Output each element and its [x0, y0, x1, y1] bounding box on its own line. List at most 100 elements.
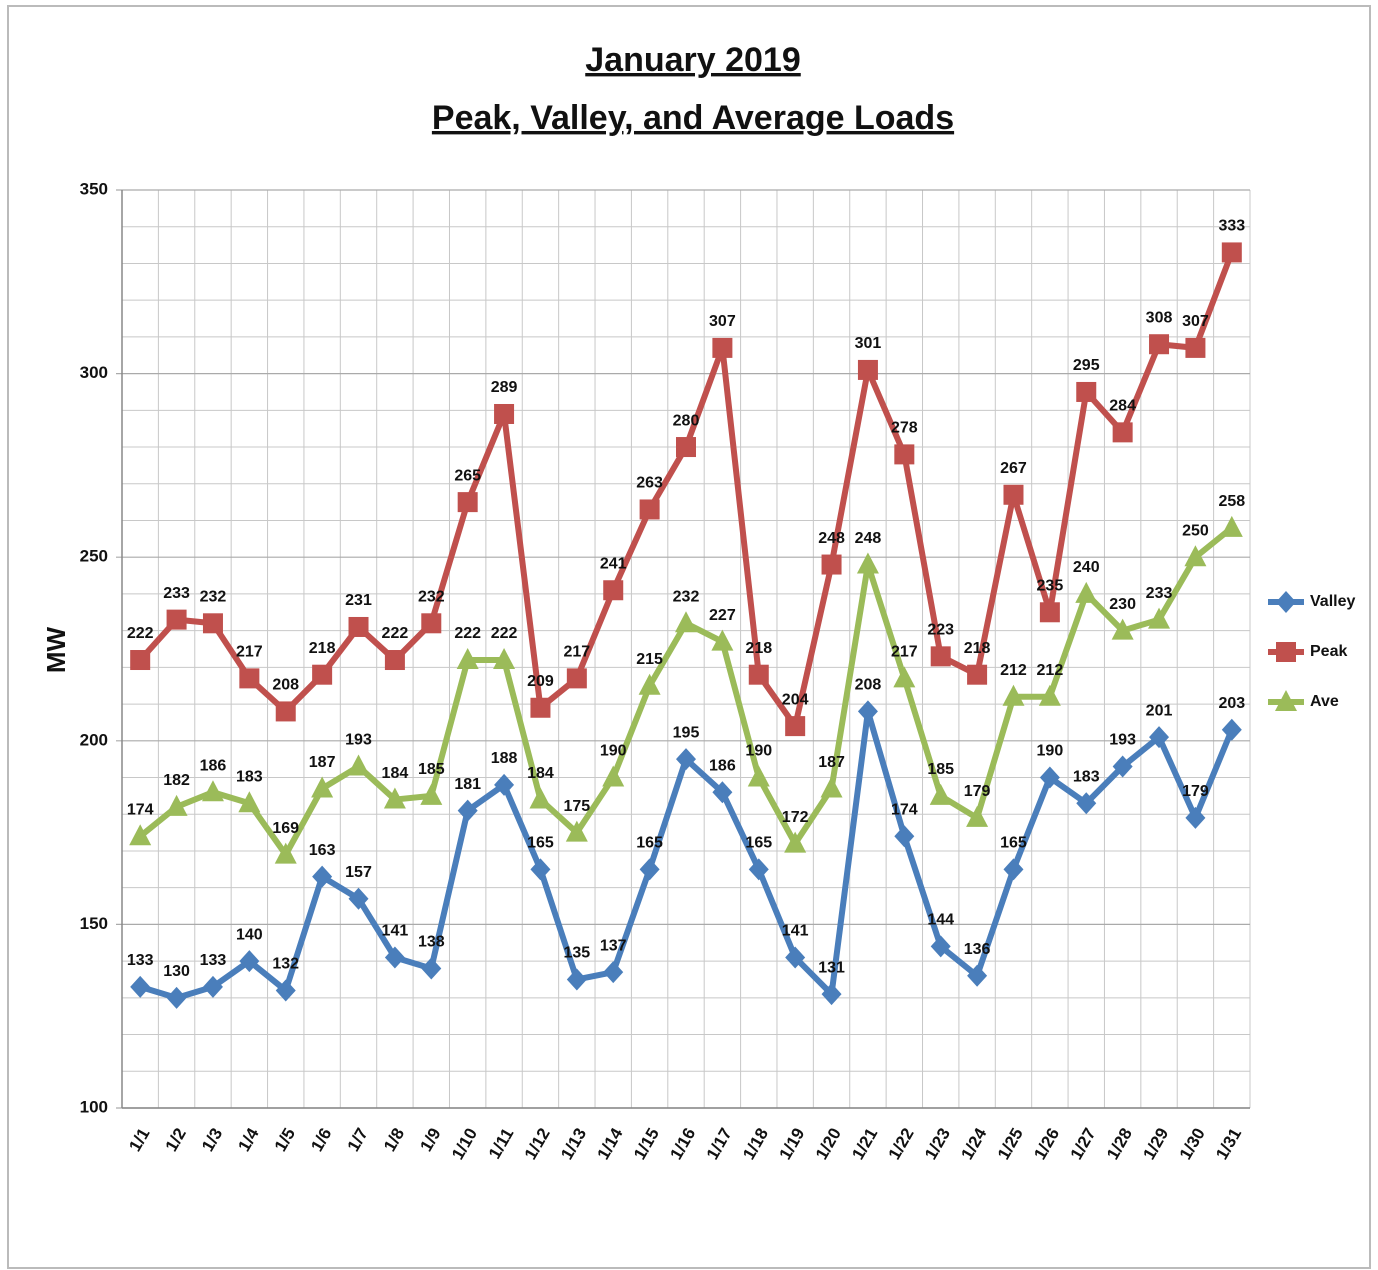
series	[130, 242, 1242, 737]
data-label: 203	[1218, 695, 1245, 712]
data-label: 163	[309, 842, 336, 859]
data-label: 233	[1146, 585, 1173, 602]
marker	[494, 773, 515, 796]
chart-subtitle: Peak, Valley, and Average Loads	[432, 99, 954, 137]
data-label: 212	[1037, 662, 1064, 679]
marker	[1111, 618, 1134, 640]
marker	[166, 609, 187, 630]
marker	[1039, 602, 1060, 623]
marker	[275, 701, 296, 722]
data-label: 141	[782, 923, 809, 940]
data-label: 263	[636, 475, 663, 492]
marker	[1185, 337, 1206, 358]
marker	[348, 616, 369, 637]
data-label: 248	[818, 530, 845, 547]
data-label: 284	[1109, 398, 1136, 415]
data-label: 265	[454, 467, 481, 484]
data-label: 223	[927, 622, 954, 639]
marker	[711, 629, 734, 651]
data-label: 218	[309, 640, 336, 657]
marker	[421, 613, 442, 634]
marker	[201, 780, 224, 802]
data-label: 193	[345, 732, 372, 749]
marker	[421, 957, 442, 980]
data-label: 232	[200, 589, 227, 606]
data-label: 307	[1182, 313, 1209, 330]
marker	[1276, 591, 1296, 613]
marker	[130, 975, 151, 998]
data-label: 172	[782, 809, 809, 826]
marker	[1003, 858, 1024, 881]
data-label: 188	[491, 750, 518, 767]
data-label: 308	[1146, 309, 1173, 326]
marker	[456, 648, 479, 670]
data-label: 187	[818, 754, 845, 771]
y-tick-label: 200	[80, 730, 108, 749]
marker	[165, 794, 188, 816]
marker	[639, 858, 660, 881]
marker	[675, 611, 697, 633]
marker	[1076, 381, 1097, 402]
data-label: 133	[127, 952, 154, 969]
legend-label: Valley	[1310, 593, 1355, 610]
data-label: 233	[163, 585, 190, 602]
data-label: 232	[673, 589, 700, 606]
series	[129, 515, 1243, 864]
data-label: 208	[272, 677, 299, 694]
y-tick-label: 250	[80, 547, 108, 566]
marker	[967, 664, 988, 685]
data-label: 301	[855, 335, 882, 352]
data-label: 218	[745, 640, 772, 657]
marker	[894, 444, 915, 465]
data-label: 183	[1073, 768, 1100, 785]
marker	[893, 666, 916, 688]
marker	[565, 820, 588, 842]
marker	[1221, 718, 1242, 741]
data-label: 222	[127, 625, 154, 642]
data-label: 307	[709, 313, 736, 330]
data-label: 165	[1000, 835, 1027, 852]
data-label: 183	[236, 768, 263, 785]
data-label: 231	[345, 592, 372, 609]
marker	[966, 805, 989, 827]
data-label: 195	[673, 724, 700, 741]
data-label: 258	[1218, 493, 1245, 510]
data-label: 130	[163, 963, 190, 980]
marker	[821, 983, 842, 1006]
marker	[820, 776, 843, 798]
marker	[1002, 684, 1025, 706]
marker	[639, 499, 660, 520]
data-label: 190	[600, 743, 627, 760]
marker	[494, 403, 515, 424]
marker	[747, 765, 770, 787]
y-tick-label: 300	[80, 363, 108, 382]
data-label: 217	[563, 644, 590, 661]
data-label: 179	[964, 783, 991, 800]
marker	[383, 787, 406, 809]
marker	[530, 697, 551, 718]
data-label: 157	[345, 864, 372, 881]
marker	[312, 865, 333, 888]
y-axis-label: MW	[41, 626, 71, 673]
data-label: 222	[454, 625, 481, 642]
marker	[202, 975, 223, 998]
data-label: 186	[200, 757, 227, 774]
data-label: 133	[200, 952, 227, 969]
marker	[129, 824, 152, 846]
data-label: 181	[454, 776, 481, 793]
marker	[312, 664, 333, 685]
marker	[1039, 766, 1060, 789]
data-label: 138	[418, 934, 445, 951]
data-label: 174	[127, 801, 154, 818]
data-label: 175	[563, 798, 590, 815]
data-label: 179	[1182, 783, 1209, 800]
marker	[1149, 726, 1170, 749]
data-label: 217	[236, 644, 263, 661]
marker	[1221, 242, 1242, 263]
data-label: 137	[600, 937, 627, 954]
y-tick-label: 100	[80, 1097, 108, 1116]
data-label: 218	[964, 640, 991, 657]
marker	[748, 664, 769, 685]
data-label: 241	[600, 555, 627, 572]
